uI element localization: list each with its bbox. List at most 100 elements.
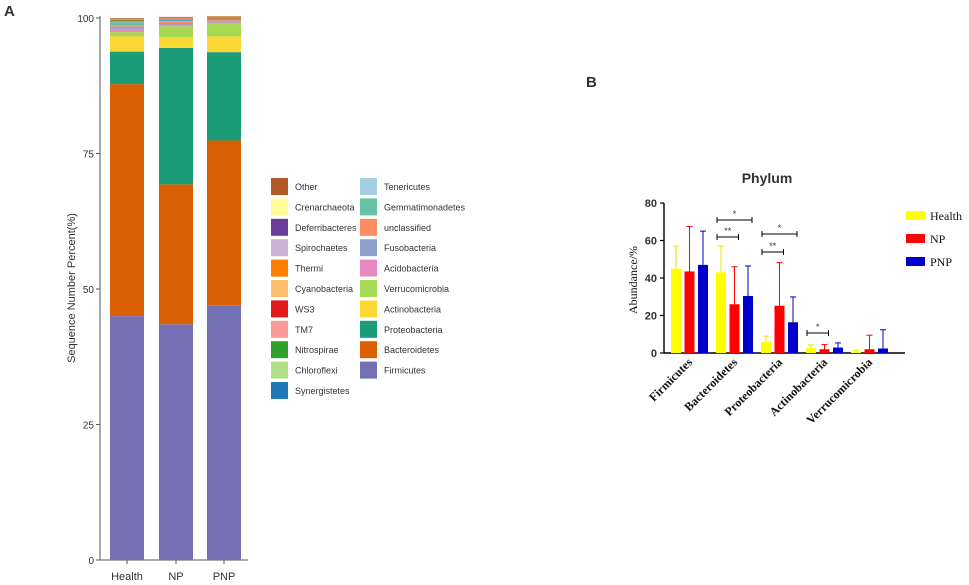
chart-a-bar-np-proteobacteria <box>159 47 193 185</box>
chart-a-ytick-label: 75 <box>83 150 95 161</box>
panel-b-label: B <box>586 74 597 91</box>
chart-a-xtick-label: NP <box>168 571 183 583</box>
legend-swatch-chloroflexi <box>271 361 288 379</box>
chart-a-bar-health-nitrospirae <box>110 20 144 22</box>
legend-swatch-deferribacteres <box>271 218 288 236</box>
chart-b-legend-swatch-np <box>906 234 925 243</box>
legend-swatch-other <box>271 178 288 195</box>
legend-label-ws3: WS3 <box>295 304 315 314</box>
legend-label-proteobacteria: Proteobacteria <box>384 325 443 335</box>
chart-b-title: Phylum <box>742 170 793 186</box>
chart-a-bar-np-verrucomicrobia <box>159 26 193 37</box>
panel-a-label: A <box>4 3 15 20</box>
chart-b-bar-verrucomicrobia-np <box>864 349 875 353</box>
significance-bracket-bacteroidetes-np: ** <box>716 226 739 240</box>
chart-a-bar-health-unclassified <box>110 25 144 27</box>
chart-a-bar-pnp-bacteroidetes <box>207 140 241 306</box>
legend-swatch-tm7 <box>271 320 288 338</box>
chart-b-bar-proteobacteria-np <box>774 305 785 353</box>
significance-label: * <box>733 209 737 219</box>
chart-a-xtick-label: Health <box>111 571 143 583</box>
chart-b-bar-proteobacteria-pnp <box>788 322 798 353</box>
chart-a-xtick-label: PNP <box>213 571 236 583</box>
chart-b-ylabel: Abundance/% <box>626 246 640 314</box>
chart-a-bar-health-actinobacteria <box>110 36 144 52</box>
chart-a-bar-health-verrucomicrobia <box>110 32 144 37</box>
legend-swatch-crenarchaeota <box>271 198 288 216</box>
chart-b-bar-actinobacteria-pnp <box>833 347 843 353</box>
legend-swatch-actinobacteria <box>360 300 377 318</box>
significance-bracket-bacteroidetes-pnp: * <box>716 209 753 223</box>
legend-swatch-thermi <box>271 259 288 277</box>
chart-a-bar-health-fusobacteria <box>110 26 144 29</box>
chart-b-legend: Health NP PNP <box>906 209 962 269</box>
chart-a-bar-np-firmicutes <box>159 324 193 560</box>
significance-label: ** <box>769 241 777 251</box>
chart-b-ytick-label: 40 <box>645 273 657 285</box>
chart-a-ytick-label: 25 <box>83 421 95 432</box>
chart-a-bar-health-chloroflexi <box>110 21 144 23</box>
legend-label-deferribacteres: Deferribacteres <box>295 223 357 233</box>
chart-b-ytick-label: 0 <box>651 348 657 360</box>
chart-a-bar-np-acidobacteria <box>159 24 193 27</box>
legend-label-cyanobacteria: Cyanobacteria <box>295 284 353 294</box>
chart-a-bar-pnp-actinobacteria <box>207 36 241 53</box>
chart-a-bar-np-bacteroidetes <box>159 184 193 325</box>
chart-a-bar-pnp-firmicutes <box>207 305 241 560</box>
chart-b-bar-proteobacteria-health <box>761 341 771 353</box>
chart-a-bar-pnp-proteobacteria <box>207 52 241 141</box>
legend-swatch-ws3 <box>271 300 288 318</box>
chart-a-bar-np-gemmatimonadetes <box>159 20 193 22</box>
legend-label-verrucomicrobia: Verrucomicrobia <box>384 284 449 294</box>
legend-label-spirochaetes: Spirochaetes <box>295 243 348 253</box>
legend-swatch-synergistetes <box>271 382 288 399</box>
legend-label-firmicutes: Firmicutes <box>384 366 426 376</box>
legend-swatch-firmicutes <box>360 361 377 379</box>
legend-label-chloroflexi: Chloroflexi <box>295 366 338 376</box>
chart-a-bar-pnp-verrucomicrobia <box>207 23 241 37</box>
legend-swatch-bacteroidetes <box>360 341 377 359</box>
chart-b-bar-verrucomicrobia-health <box>851 351 861 353</box>
chart-b: 020406080FirmicutesBacteroidetesProteoba… <box>645 198 905 427</box>
significance-label: * <box>816 322 820 332</box>
chart-a-bar-health-bacteroidetes <box>110 84 144 317</box>
significance-bracket-proteobacteria-pnp: * <box>761 223 798 237</box>
legend-swatch-gemmatimonadetes <box>360 198 377 216</box>
chart-b-bar-bacteroidetes-health <box>716 272 726 353</box>
legend-swatch-verrucomicrobia <box>360 280 377 297</box>
chart-b-legend-swatch-pnp <box>906 257 925 266</box>
chart-a-bar-health-gemmatimonadetes <box>110 23 144 26</box>
chart-b-ytick-label: 80 <box>645 198 657 210</box>
chart-a-bar-pnp-acidobacteria <box>207 22 241 24</box>
legend-swatch-fusobacteria <box>360 239 377 257</box>
chart-b-bar-firmicutes-health <box>671 268 681 353</box>
chart-b-bar-actinobacteria-np <box>819 349 830 353</box>
chart-a-ylabel: Sequence Number Percent(%) <box>66 213 78 363</box>
chart-b-legend-label-health: Health <box>930 209 962 223</box>
legend-label-acidobacteria: Acidobacteria <box>384 264 439 274</box>
legend-label-unclassified: unclassified <box>384 223 431 233</box>
legend-swatch-nitrospirae <box>271 341 288 359</box>
chart-a-bar-health-other <box>110 18 144 19</box>
legend-label-bacteroidetes: Bacteroidetes <box>384 345 440 355</box>
legend-swatch-acidobacteria <box>360 259 377 277</box>
legend-label-crenarchaeota: Crenarchaeota <box>295 202 355 212</box>
chart-b-bar-bacteroidetes-np <box>729 304 740 353</box>
legend-label-actinobacteria: Actinobacteria <box>384 304 441 314</box>
chart-b-legend-label-np: NP <box>930 232 946 246</box>
chart-a-bar-pnp-synergistetes <box>207 19 241 20</box>
legend-swatch-spirochaetes <box>271 239 288 257</box>
legend-label-tenericutes: Tenericutes <box>384 182 431 192</box>
legend-label-synergistetes: Synergistetes <box>295 386 350 396</box>
chart-a-bar-np-synergistetes <box>159 19 193 21</box>
legend-label-gemmatimonadetes: Gemmatimonadetes <box>384 202 466 212</box>
chart-b-bar-firmicutes-np <box>684 271 695 353</box>
chart-a-bar-np-other <box>159 16 193 18</box>
chart-a-bar-np-actinobacteria <box>159 36 193 48</box>
significance-label: ** <box>724 226 732 236</box>
chart-a-ytick-label: 0 <box>88 556 94 567</box>
chart-a-legend: Other Crenarchaeota Deferribacteres Spiroch… <box>271 178 466 399</box>
chart-b-bar-firmicutes-pnp <box>698 264 708 353</box>
chart-a-bar-np-fusobacteria <box>159 22 193 25</box>
